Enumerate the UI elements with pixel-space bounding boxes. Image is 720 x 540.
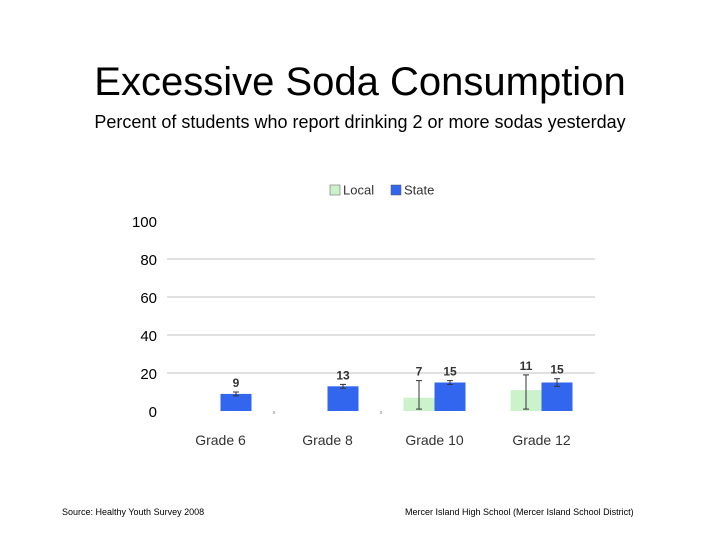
data-label: 7 — [416, 365, 423, 379]
x-tick-label: Grade 8 — [302, 432, 353, 448]
y-tick-label: 100 — [132, 214, 157, 231]
bars: 9 13 7 15 11 15 — [220, 359, 573, 411]
legend-label: Local — [343, 183, 374, 198]
data-label: 13 — [336, 368, 350, 382]
y-tick-label: 80 — [140, 252, 157, 269]
chart-subtitle: Percent of students who report drinking … — [94, 112, 626, 132]
y-tick-label: 40 — [140, 328, 157, 345]
bar-state — [541, 382, 573, 411]
legend: Local State — [329, 183, 434, 198]
x-axis: Grade 6 Grade 8 Grade 10 Grade 12 — [195, 432, 571, 448]
x-tick-label: Grade 6 — [195, 432, 246, 448]
y-tick-label: 0 — [149, 404, 157, 421]
legend-swatch — [390, 184, 402, 196]
grid-lines — [167, 258, 595, 374]
data-label: 11 — [520, 359, 533, 373]
bar-state — [220, 393, 252, 411]
y-tick-label: 60 — [140, 290, 157, 307]
organization-note: Mercer Island High School (Mercer Island… — [405, 507, 634, 517]
y-axis: 0 20 40 60 80 100 — [132, 214, 382, 421]
x-tick-label: Grade 10 — [405, 432, 464, 448]
bar-state — [434, 382, 466, 411]
y-tick-label: 20 — [140, 366, 157, 383]
data-label: 15 — [550, 363, 564, 377]
legend-label: State — [404, 183, 434, 198]
data-label: 15 — [443, 365, 457, 379]
bar-state — [327, 386, 359, 411]
data-label: 9 — [233, 376, 240, 390]
legend-swatch — [329, 184, 341, 196]
x-tick-label: Grade 12 — [512, 432, 571, 448]
source-note: Source: Healthy Youth Survey 2008 — [62, 507, 205, 517]
chart-title: Excessive Soda Consumption — [94, 60, 626, 104]
